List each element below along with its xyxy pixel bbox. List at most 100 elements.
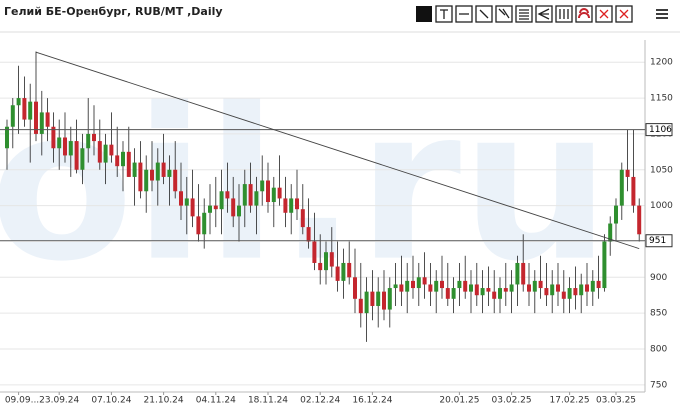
y-tick-label: 900	[650, 273, 667, 283]
candle-body	[68, 141, 73, 156]
watermark: oil.ru	[0, 63, 611, 308]
candle-body	[237, 205, 241, 217]
tool-delete[interactable]	[595, 5, 613, 23]
candle-body	[445, 288, 450, 299]
candle-body	[74, 141, 79, 170]
candle-body	[242, 184, 247, 206]
candle-body	[544, 288, 549, 296]
chart-title: Гелий БЕ-Оренбург, RUB/MT ,Daily	[4, 5, 223, 18]
tool-arc[interactable]	[575, 5, 593, 23]
candle-body	[300, 209, 305, 228]
candle-body	[585, 284, 589, 292]
x-tick-label: 17.02.25	[550, 396, 590, 406]
candle-body	[550, 284, 555, 296]
candle-body	[51, 126, 56, 149]
tool-trend[interactable]	[475, 5, 493, 23]
level-tag	[645, 234, 673, 248]
candle-body	[324, 252, 328, 271]
candle-body	[231, 198, 236, 217]
candle-body	[527, 284, 531, 292]
candle-body	[196, 216, 201, 235]
candle-body	[225, 191, 230, 199]
tool-vlines[interactable]	[555, 5, 573, 23]
candle-body	[382, 291, 386, 310]
tool-channel[interactable]	[495, 5, 513, 23]
candle-body	[637, 205, 642, 235]
candle-body	[399, 284, 404, 292]
candle-body	[521, 262, 526, 285]
candle-body	[451, 288, 456, 299]
x-tick-label: 02.12.24	[300, 396, 340, 406]
candle-body	[173, 169, 178, 192]
y-tick-label: 1050	[650, 165, 673, 175]
candle-body	[608, 223, 613, 242]
candle-body	[538, 280, 543, 289]
candle-body	[590, 280, 595, 292]
x-tick-label: 23.09.24	[39, 396, 79, 406]
toolbar	[416, 5, 668, 23]
tool-hline[interactable]	[455, 5, 473, 23]
menu[interactable]	[656, 9, 668, 19]
candle-body	[509, 284, 514, 292]
candle-body	[480, 288, 485, 296]
candle-body	[16, 98, 21, 106]
candle-body	[492, 291, 497, 299]
candle-body	[579, 284, 584, 296]
candle-body	[625, 169, 630, 177]
level-label: 1106	[649, 125, 672, 135]
tool-text[interactable]	[435, 5, 453, 23]
candle-body	[115, 155, 120, 167]
tool-delete-all[interactable]	[615, 5, 633, 23]
tool-color[interactable]	[416, 6, 432, 22]
candle-body	[144, 169, 149, 192]
candle-body	[358, 298, 363, 314]
x-tick-label: 04.11.24	[196, 396, 236, 406]
candle-body	[469, 284, 473, 292]
candle-body	[335, 266, 340, 281]
candle-body	[5, 126, 9, 149]
candle-body	[103, 144, 108, 163]
tool-fan[interactable]	[535, 5, 553, 23]
x-tick-label: 18.11.24	[248, 396, 288, 406]
candle-body	[167, 169, 172, 177]
y-tick-label: 1200	[650, 58, 673, 68]
candle-body	[266, 180, 270, 203]
candle-body	[486, 288, 491, 292]
candle-body	[457, 280, 462, 289]
candle-body	[306, 227, 311, 242]
candle-body	[277, 187, 282, 199]
candle-body	[341, 262, 346, 281]
candle-body	[596, 280, 601, 289]
candle-body	[132, 162, 137, 177]
y-tick-label: 1000	[650, 201, 673, 211]
candle-body	[260, 180, 265, 192]
y-tick-label: 1150	[650, 94, 673, 104]
candle-body	[126, 151, 131, 177]
candle-body	[34, 101, 38, 134]
candle-body	[498, 288, 502, 299]
candle-body	[532, 280, 537, 292]
candle-body	[184, 198, 189, 206]
candle-body	[138, 162, 143, 192]
candle-body	[422, 277, 427, 285]
candle-body	[428, 284, 433, 292]
tool-levels[interactable]	[515, 5, 533, 23]
candle-body	[353, 277, 357, 299]
candle-body	[248, 184, 253, 206]
candle-body	[22, 98, 27, 120]
candle-body	[619, 169, 624, 206]
candle-body	[434, 280, 439, 292]
candle-body	[387, 288, 392, 310]
candle-body	[474, 284, 479, 296]
candle-body	[10, 105, 15, 127]
candle-body	[45, 112, 50, 127]
candle-body	[28, 101, 33, 120]
x-tick-label: 03.02.25	[492, 396, 532, 406]
y-tick-label: 750	[650, 380, 667, 390]
candle-body	[86, 133, 91, 149]
candle-body	[440, 280, 444, 289]
candle-body	[254, 191, 259, 206]
candle-body	[155, 162, 160, 181]
